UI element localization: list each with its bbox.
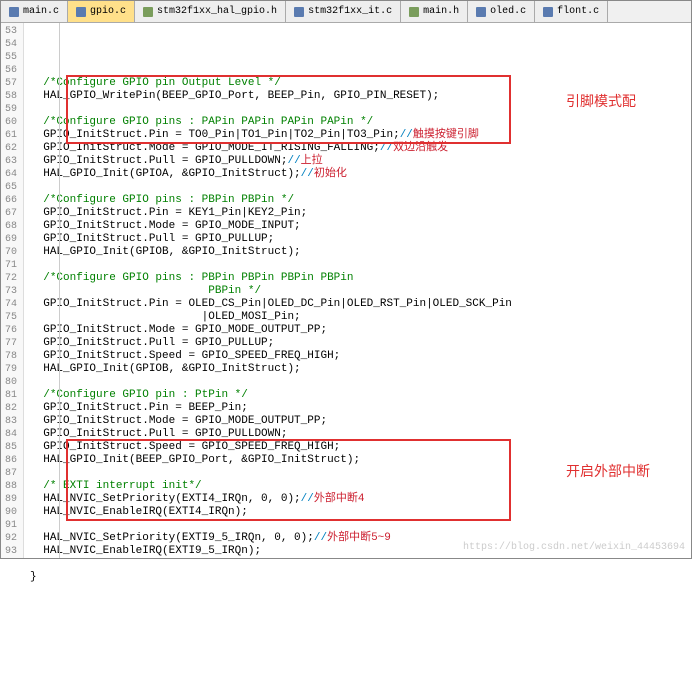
code-area: /*Configure GPIO pin Output Level */ HAL… [24,23,691,558]
code-line: GPIO_InitStruct.Pin = OLED_CS_Pin|OLED_D… [30,298,691,311]
code-line: GPIO_InitStruct.Pull = GPIO_PULLDOWN;//上… [30,155,691,168]
code-line [30,181,691,194]
code-line [30,519,691,532]
code-line: GPIO_InitStruct.Pull = GPIO_PULLUP; [30,337,691,350]
tab-flont-c[interactable]: flont.c [535,1,608,22]
line-gutter: 53 54 55 56 57 58 59 60 61 62 63 64 65 6… [1,23,24,558]
code-line: /*Configure GPIO pins : PBPin PBPin */ [30,194,691,207]
code-line: GPIO_InitStruct.Mode = GPIO_MODE_INPUT; [30,220,691,233]
annotation-exti: 开启外部中断 [566,465,650,478]
file-c-icon [9,7,19,17]
file-c-icon [294,7,304,17]
code-line: PBPin */ [30,285,691,298]
code-line: |OLED_MOSI_Pin; [30,311,691,324]
code-line: /*Configure GPIO pin : PtPin */ [30,389,691,402]
code-line: /*Configure GPIO pin Output Level */ [30,77,691,90]
code-line: HAL_NVIC_EnableIRQ(EXTI4_IRQn); [30,506,691,519]
code-line: HAL_GPIO_Init(GPIOB, &GPIO_InitStruct); [30,246,691,259]
file-h-icon [143,7,153,17]
code-line: GPIO_InitStruct.Pin = KEY1_Pin|KEY2_Pin; [30,207,691,220]
code-line [30,584,691,597]
code-line: GPIO_InitStruct.Pull = GPIO_PULLDOWN; [30,428,691,441]
code-line [30,259,691,272]
tab-bar: main.c gpio.c stm32f1xx_hal_gpio.h stm32f1x… [1,1,691,23]
tab-label: stm32f1xx_it.c [308,6,392,17]
code-line: } [30,571,691,584]
code-line: GPIO_InitStruct.Pull = GPIO_PULLUP; [30,233,691,246]
file-h-icon [409,7,419,17]
tab-main-c[interactable]: main.c [1,1,68,22]
tab-label: main.c [23,6,59,17]
tab-stm32f1xx_hal_gpio-h[interactable]: stm32f1xx_hal_gpio.h [135,1,286,22]
tab-oled-c[interactable]: oled.c [468,1,535,22]
watermark: https://blog.csdn.net/weixin_44453694 [463,541,685,554]
tab-gpio-c[interactable]: gpio.c [68,1,135,22]
tab-label: gpio.c [90,6,126,17]
code-line: HAL_NVIC_SetPriority(EXTI4_IRQn, 0, 0);/… [30,493,691,506]
code-line: GPIO_InitStruct.Pin = TO0_Pin|TO1_Pin|TO… [30,129,691,142]
file-c-icon [76,7,86,17]
code-line: GPIO_InitStruct.Pin = BEEP_Pin; [30,402,691,415]
code-line: GPIO_InitStruct.Mode = GPIO_MODE_OUTPUT_… [30,415,691,428]
file-c-icon [543,7,553,17]
file-c-icon [476,7,486,17]
editor: 53 54 55 56 57 58 59 60 61 62 63 64 65 6… [1,23,691,558]
code-line [30,64,691,77]
code-line [30,558,691,571]
tab-label: flont.c [557,6,599,17]
code-line: HAL_GPIO_Init(GPIOA, &GPIO_InitStruct);/… [30,168,691,181]
code-line: GPIO_InitStruct.Mode = GPIO_MODE_OUTPUT_… [30,324,691,337]
code-line: HAL_GPIO_Init(GPIOB, &GPIO_InitStruct); [30,363,691,376]
tab-label: oled.c [490,6,526,17]
code-line: /*Configure GPIO pins : PBPin PBPin PBPi… [30,272,691,285]
tab-label: main.h [423,6,459,17]
annotation-pin-mode: 引脚模式配 [566,95,636,108]
code-line: GPIO_InitStruct.Mode = GPIO_MODE_IT_RISI… [30,142,691,155]
code-line: /* EXTI interrupt init*/ [30,480,691,493]
code-line: GPIO_InitStruct.Speed = GPIO_SPEED_FREQ_… [30,441,691,454]
code-line [30,376,691,389]
tab-label: stm32f1xx_hal_gpio.h [157,6,277,17]
tab-main-h[interactable]: main.h [401,1,468,22]
margin-line [59,23,60,558]
code-line: GPIO_InitStruct.Speed = GPIO_SPEED_FREQ_… [30,350,691,363]
tab-stm32f1xx_it-c[interactable]: stm32f1xx_it.c [286,1,401,22]
code-line: /*Configure GPIO pins : PAPin PAPin PAPi… [30,116,691,129]
